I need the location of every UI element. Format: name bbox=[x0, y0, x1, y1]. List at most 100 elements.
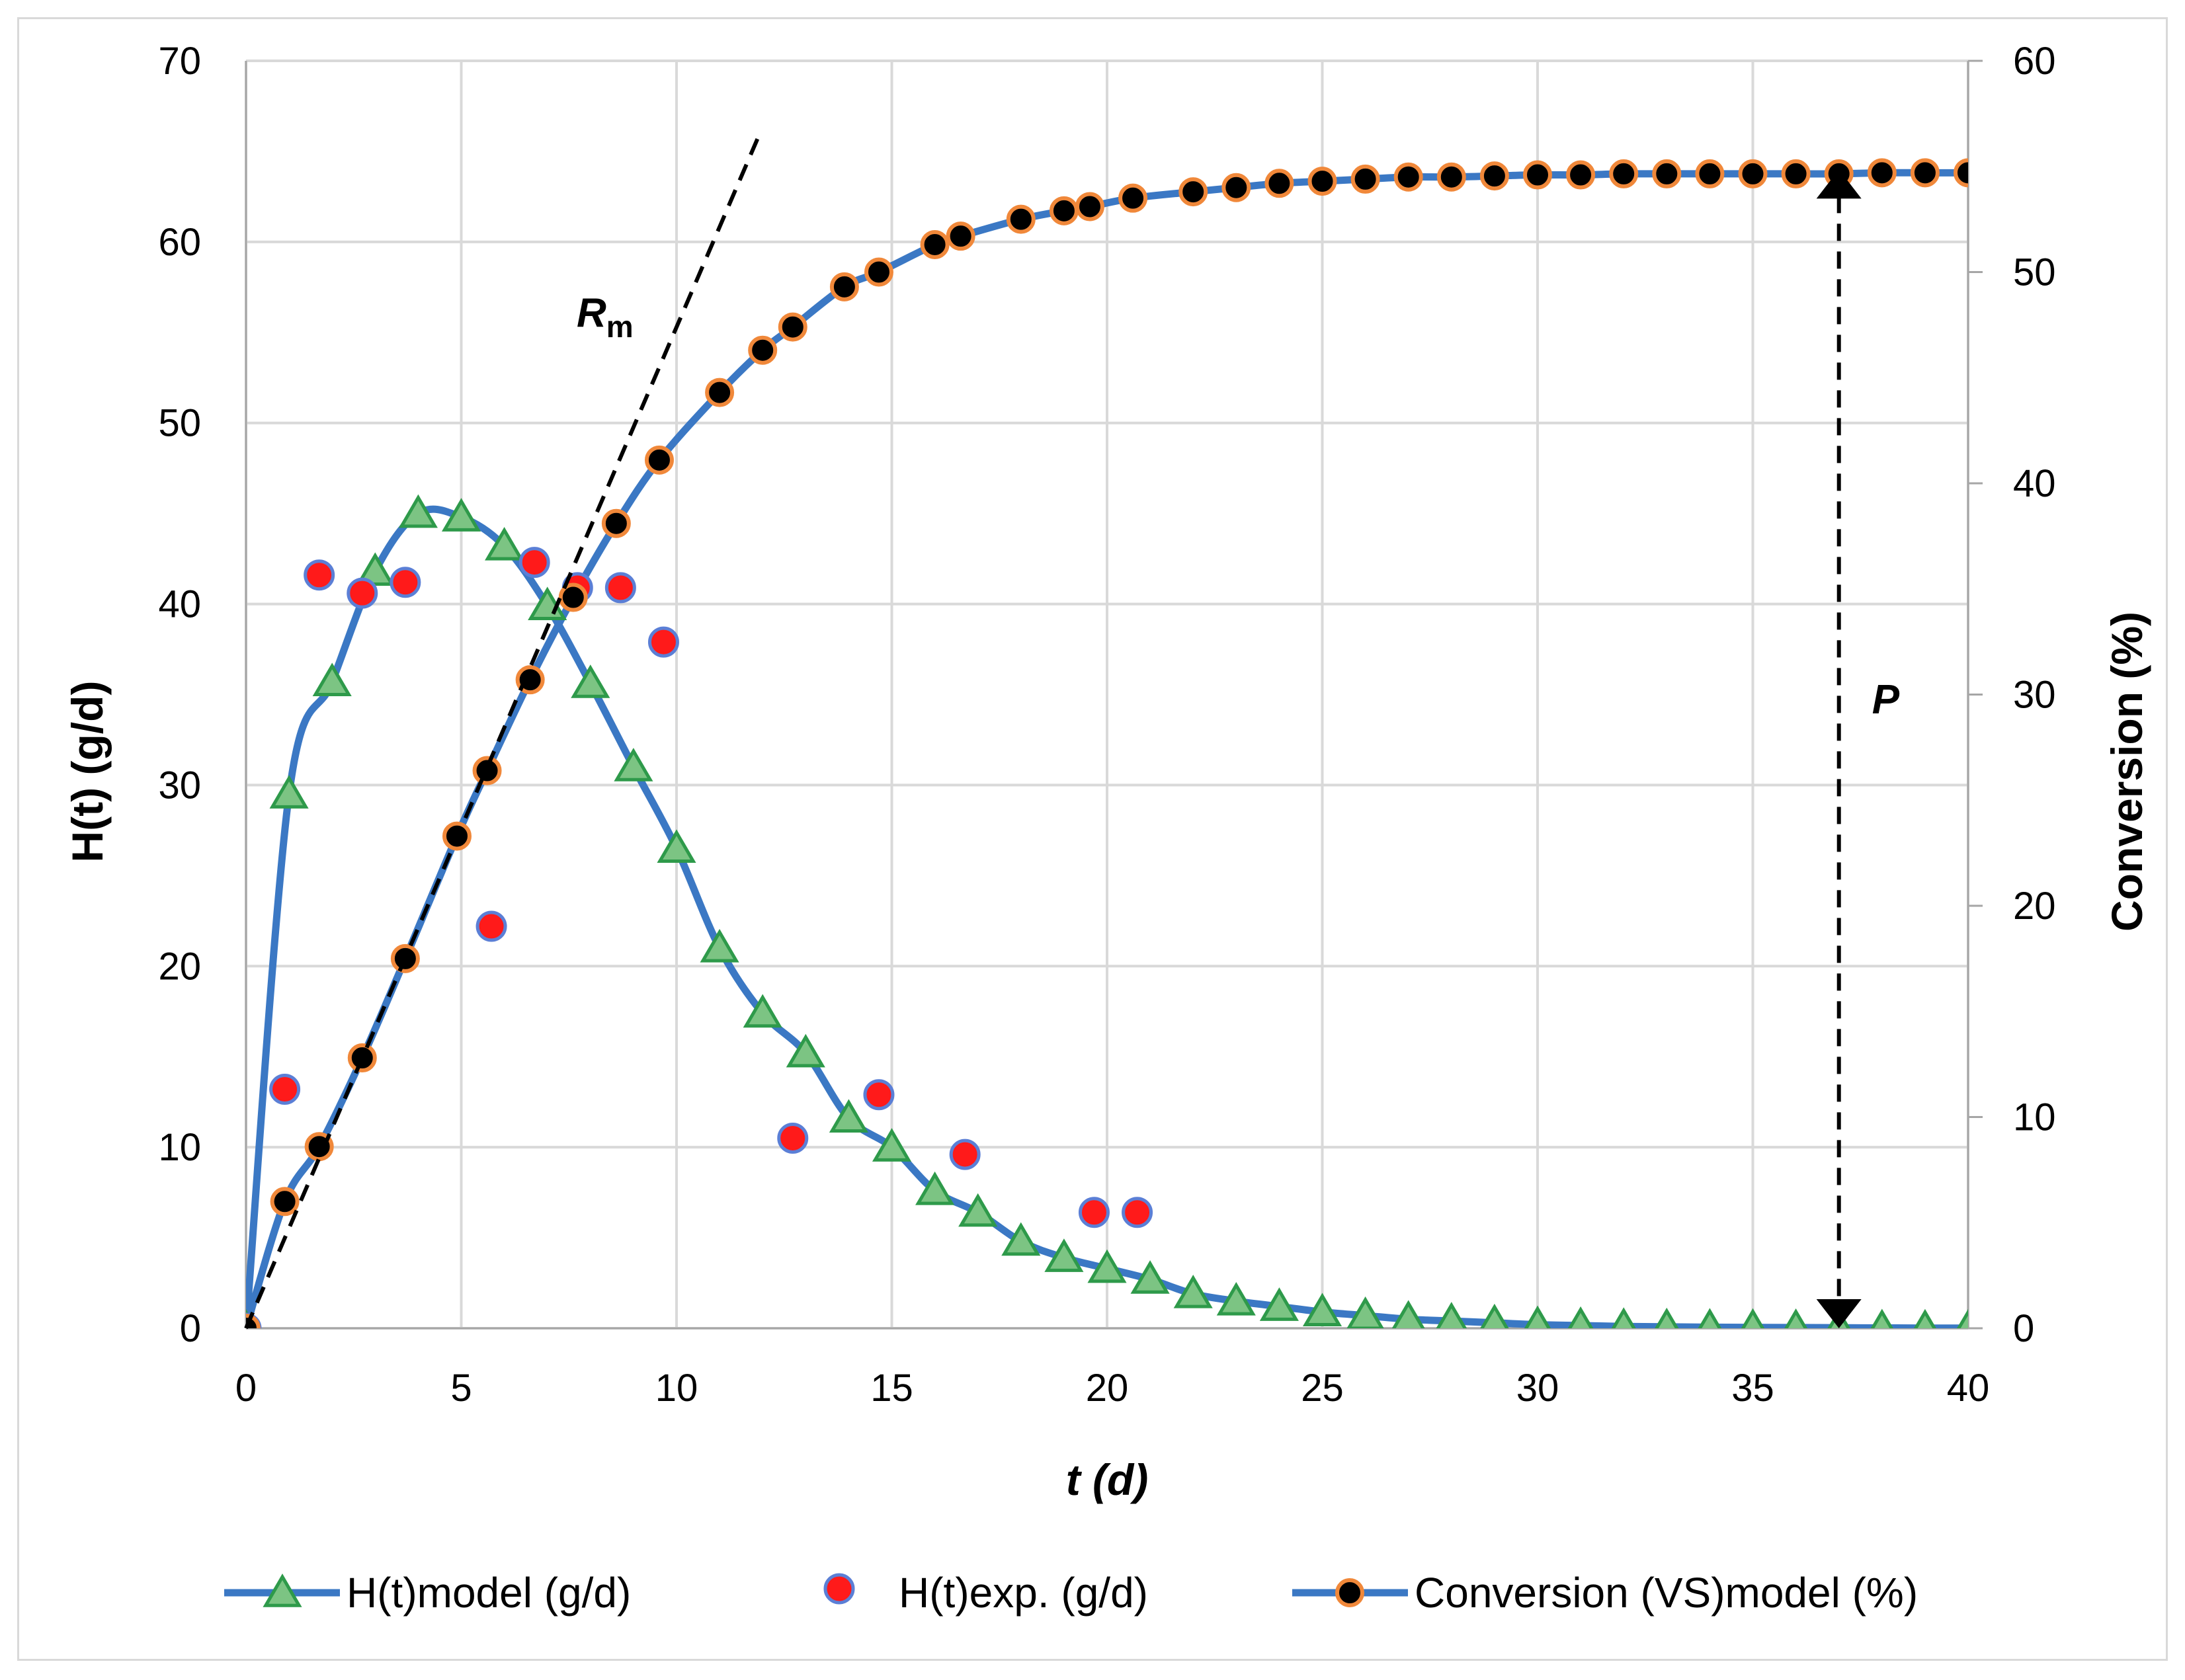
exp-point bbox=[390, 567, 421, 598]
model-point bbox=[1524, 1305, 1551, 1328]
conversion-point bbox=[705, 378, 735, 407]
model-point bbox=[1173, 1275, 1213, 1308]
model-point bbox=[485, 526, 524, 561]
model-point bbox=[1741, 1308, 1765, 1328]
y-tick-label: 50 bbox=[158, 402, 201, 445]
x-tick-label: 0 bbox=[235, 1367, 257, 1410]
conversion-point bbox=[829, 272, 859, 301]
y-tick-label: 70 bbox=[158, 40, 201, 83]
model-point bbox=[1611, 1307, 1636, 1328]
y-tick-label: 0 bbox=[180, 1307, 201, 1350]
p-label: P bbox=[1872, 677, 1900, 723]
conversion-point bbox=[1479, 161, 1509, 191]
model-point bbox=[1567, 1306, 1594, 1328]
conversion-point bbox=[1695, 159, 1725, 188]
conversion-point bbox=[778, 312, 807, 342]
y-tick-label: 20 bbox=[158, 945, 201, 988]
y2-tick-label: 20 bbox=[2013, 885, 2056, 928]
legend-conversion-label: Conversion (VS)model (%) bbox=[1415, 1569, 1918, 1617]
conversion-point bbox=[558, 582, 588, 612]
x-tick-label: 35 bbox=[1731, 1367, 1774, 1410]
p-arrowhead-up bbox=[1816, 169, 1862, 199]
model-point bbox=[700, 928, 739, 963]
model-point bbox=[1655, 1307, 1679, 1328]
conversion-point bbox=[1652, 159, 1682, 188]
y2-axis-title: Conversion (%) bbox=[2102, 612, 2151, 932]
model-point bbox=[1130, 1260, 1170, 1294]
rm-tangent-line bbox=[244, 136, 761, 1330]
rm-label: Rm bbox=[577, 290, 634, 344]
model-point bbox=[1087, 1249, 1127, 1283]
model-point bbox=[829, 1099, 868, 1133]
model-point bbox=[441, 498, 481, 532]
conversion-point bbox=[644, 445, 674, 475]
chart: 0 5 10 15 20 25 30 35 40 0 10 20 30 40 50 60 70 0 10 20 30 40… bbox=[63, 40, 2151, 1617]
legend-exp-label: H(t)exp. (g/d) bbox=[899, 1569, 1148, 1617]
model-point bbox=[1913, 1308, 1936, 1328]
model-point bbox=[1436, 1302, 1467, 1328]
conversion-point bbox=[1523, 160, 1552, 190]
conversion-point bbox=[1075, 192, 1104, 221]
annotation-layer: Rm P bbox=[244, 136, 1900, 1330]
conversion-point bbox=[1781, 159, 1811, 188]
model-point bbox=[786, 1033, 825, 1068]
conversion-point bbox=[1436, 162, 1466, 192]
model-point bbox=[269, 775, 309, 809]
y2-tick-label: 60 bbox=[2013, 40, 2056, 83]
conversion-point bbox=[864, 257, 893, 287]
conversion-point bbox=[1350, 164, 1380, 194]
model-point bbox=[743, 994, 782, 1028]
legend: H(t)model (g/d) H(t)exp. (g/d) Conversion … bbox=[224, 1569, 1918, 1617]
model-point bbox=[1784, 1308, 1808, 1328]
model-point bbox=[614, 748, 653, 781]
p-arrowhead-down bbox=[1816, 1299, 1862, 1328]
y-tick-label: 10 bbox=[158, 1126, 201, 1169]
exp-point bbox=[518, 547, 550, 579]
legend-conversion-marker bbox=[1335, 1578, 1364, 1607]
conversion-point bbox=[1393, 162, 1423, 192]
x-tick-label: 40 bbox=[1947, 1367, 1990, 1410]
model-point bbox=[1259, 1287, 1299, 1321]
model-point bbox=[958, 1193, 998, 1227]
x-tick-label: 25 bbox=[1301, 1367, 1344, 1410]
model-point bbox=[872, 1128, 912, 1162]
conversion-point bbox=[1118, 183, 1148, 213]
conversion-point bbox=[1609, 159, 1639, 188]
legend-exp-marker bbox=[823, 1573, 855, 1605]
conversion-point bbox=[472, 756, 502, 785]
x-tick-label: 30 bbox=[1516, 1367, 1559, 1410]
y2-tick-label: 40 bbox=[2013, 462, 2056, 505]
conversion-point bbox=[1264, 169, 1294, 198]
exp-point bbox=[304, 559, 335, 591]
conversion-point bbox=[1910, 158, 1940, 188]
axes: 0 5 10 15 20 25 30 35 40 0 10 20 30 40 50 60 70 0 10 20 30 40… bbox=[158, 40, 2055, 1410]
model-point bbox=[1001, 1222, 1041, 1256]
conversion-point bbox=[1221, 173, 1251, 202]
exp-point bbox=[1078, 1197, 1110, 1228]
model-point bbox=[571, 664, 610, 698]
y-tick-label: 40 bbox=[158, 583, 201, 626]
conversion-point bbox=[1867, 158, 1897, 188]
x-tick-label: 15 bbox=[870, 1367, 913, 1410]
series-layer bbox=[246, 158, 1968, 1328]
y-tick-label: 60 bbox=[158, 221, 201, 264]
model-point bbox=[1480, 1303, 1509, 1328]
model-point bbox=[1698, 1308, 1722, 1328]
exp-point bbox=[347, 577, 378, 609]
y2-tick-label: 0 bbox=[2013, 1307, 2034, 1350]
conversion-point bbox=[1049, 196, 1079, 225]
exp-point bbox=[647, 626, 679, 658]
model-point bbox=[1870, 1308, 1894, 1328]
exp-point bbox=[863, 1079, 895, 1111]
conversion-point bbox=[920, 229, 950, 259]
y2-tick-label: 10 bbox=[2013, 1096, 2056, 1139]
y-tick-label: 30 bbox=[158, 764, 201, 807]
x-tick-label: 5 bbox=[450, 1367, 472, 1410]
legend-model-label: H(t)model (g/d) bbox=[347, 1569, 631, 1617]
exp-point bbox=[777, 1122, 809, 1154]
model-point bbox=[915, 1171, 955, 1205]
x-tick-label: 20 bbox=[1086, 1367, 1129, 1410]
model-point bbox=[1956, 1308, 1968, 1328]
y-axis-title: H(t) (g/d) bbox=[63, 681, 112, 863]
grid bbox=[245, 60, 1969, 1330]
